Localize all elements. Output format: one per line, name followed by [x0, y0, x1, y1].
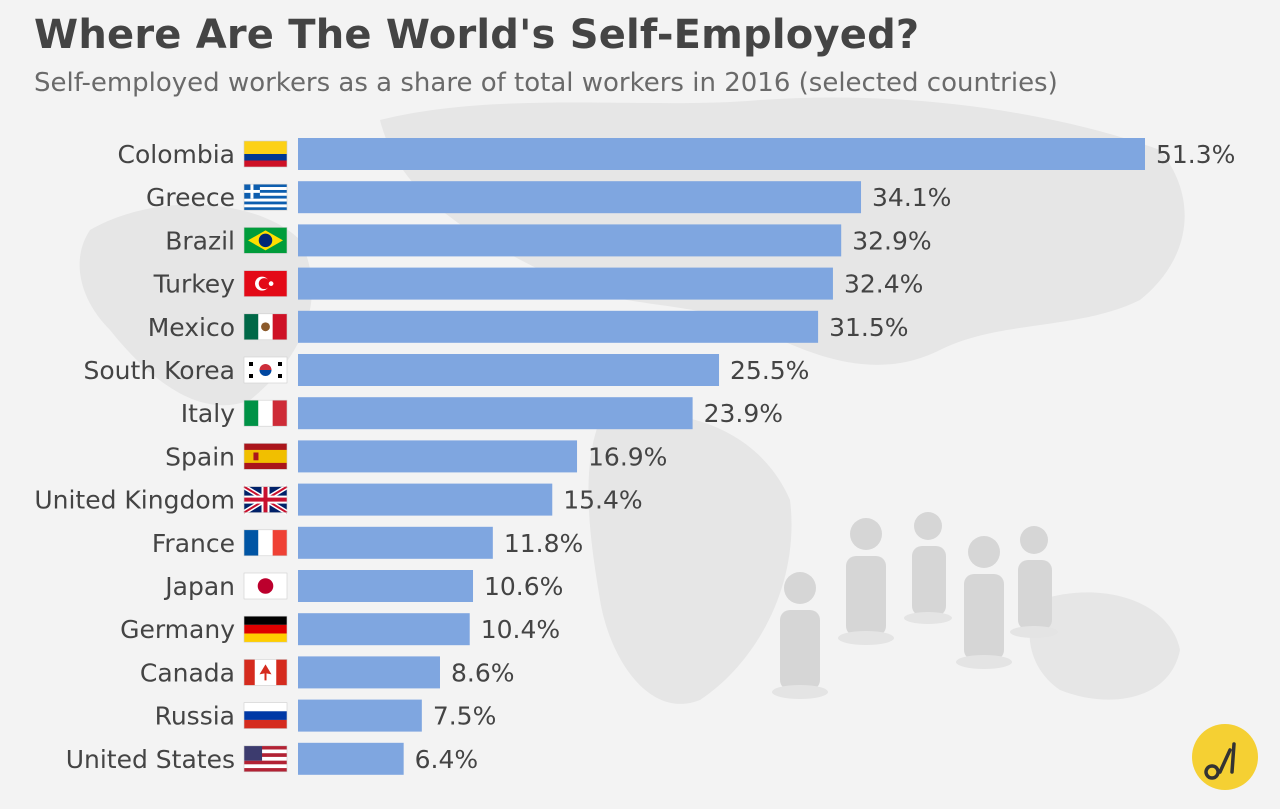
category-label: South Korea [84, 356, 235, 385]
value-label: 7.5% [433, 702, 497, 731]
south-korea-flag [243, 356, 288, 384]
bar [298, 397, 693, 430]
category-label: United Kingdom [34, 486, 235, 515]
bar [298, 656, 440, 689]
turkey-flag [243, 270, 288, 297]
united-kingdom-flag [242, 484, 289, 515]
bar [298, 181, 862, 214]
category-label: Greece [146, 183, 235, 212]
spain-flag [243, 443, 288, 470]
value-label: 23.9% [704, 399, 783, 428]
category-label: United States [66, 745, 235, 774]
value-label: 11.8% [504, 529, 583, 558]
colombia-flag [243, 140, 288, 168]
category-label: Italy [181, 399, 235, 428]
greece-flag [243, 183, 288, 211]
bar [298, 613, 470, 646]
bar-row: United States 6.4% [66, 742, 479, 775]
russia-flag [243, 702, 288, 729]
category-label: Spain [165, 442, 235, 471]
brazil-flag [243, 227, 288, 254]
bar-row: Mexico 31.5% [148, 310, 909, 343]
bar [298, 483, 553, 516]
mexico-flag [243, 313, 288, 341]
category-label: Germany [120, 615, 235, 644]
value-label: 10.4% [481, 615, 560, 644]
value-label: 32.4% [844, 270, 923, 299]
united-states-flag [243, 745, 288, 773]
bar-row: Colombia 51.3% [118, 138, 1235, 170]
category-label: Canada [140, 658, 235, 687]
category-label: Colombia [118, 140, 235, 169]
category-label: Japan [163, 572, 235, 601]
bar-row: Germany 10.4% [120, 613, 560, 646]
value-label: 10.6% [484, 572, 563, 601]
bar-row: Canada 8.6% [140, 656, 515, 689]
bar-row: Turkey 32.4% [153, 267, 923, 300]
bar [298, 310, 819, 343]
bar-row: Russia 7.5% [155, 699, 497, 732]
value-label: 8.6% [451, 658, 515, 687]
bar-row: Italy 23.9% [181, 397, 783, 430]
value-label: 15.4% [563, 486, 642, 515]
category-label: Mexico [148, 313, 235, 342]
bar [298, 224, 842, 257]
bar [298, 526, 493, 559]
bar-row: Greece 34.1% [146, 181, 951, 214]
japan-flag [243, 572, 288, 600]
brand-logo [1192, 724, 1258, 790]
italy-flag [243, 399, 288, 427]
category-label: France [152, 529, 235, 558]
bar [298, 138, 1145, 170]
bar-row: France 11.8% [152, 526, 583, 559]
value-label: 32.9% [852, 226, 931, 255]
category-label: Russia [155, 702, 235, 731]
bar [298, 699, 422, 732]
value-label: 16.9% [588, 442, 667, 471]
germany-flag [243, 615, 288, 643]
bar [298, 570, 474, 602]
chart-title: Where Are The World's Self-Employed? [34, 12, 920, 58]
bar-row: Spain 16.9% [165, 440, 667, 473]
canada-flag [243, 659, 288, 686]
bar-row: United Kingdom 15.4% [34, 483, 643, 516]
value-label: 51.3% [1156, 140, 1235, 169]
bar [298, 440, 578, 473]
value-label: 25.5% [730, 356, 809, 385]
bar [298, 267, 833, 300]
bar-row: South Korea 25.5% [84, 354, 809, 386]
chart-subtitle: Self-employed workers as a share of tota… [34, 68, 1058, 98]
category-label: Turkey [153, 270, 236, 299]
value-label: 31.5% [829, 313, 908, 342]
france-flag [243, 529, 288, 557]
value-label: 34.1% [872, 183, 951, 212]
value-label: 6.4% [415, 745, 479, 774]
bar-row: Japan 10.6% [163, 570, 563, 602]
people-illustration [772, 512, 1058, 699]
bar-row: Brazil 32.9% [165, 224, 932, 257]
bar [298, 354, 720, 386]
category-label: Brazil [165, 226, 235, 255]
bar [298, 742, 404, 775]
